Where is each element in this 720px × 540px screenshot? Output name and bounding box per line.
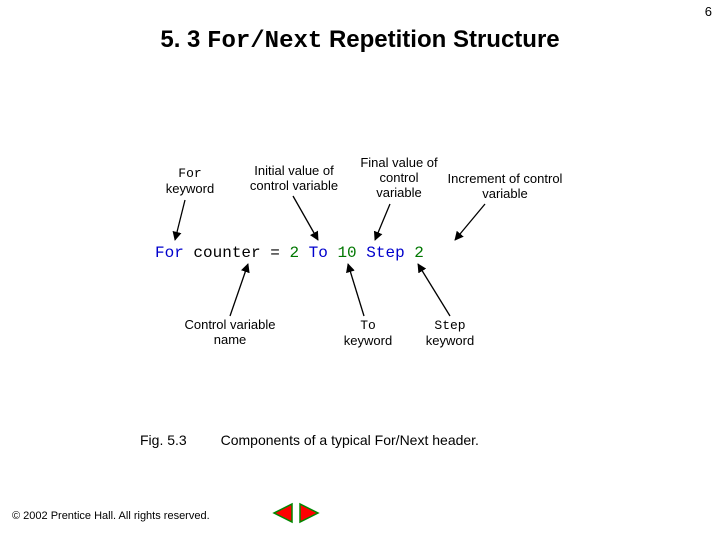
label-step-keyword-mono: Step: [434, 318, 465, 333]
label-step-keyword-text: keyword: [426, 333, 474, 348]
page-title: 5. 3 For/Next Repetition Structure: [0, 26, 720, 55]
code-line: For counter = 2 To 10 Step 2: [155, 244, 424, 262]
label-final-value: Final value of control variable: [354, 156, 444, 201]
code-n2: 2: [289, 244, 299, 262]
label-initial-value-l2: control variable: [250, 178, 338, 193]
code-for-kw: For: [155, 244, 184, 262]
figure-caption: Fig. 5.3 Components of a typical For/Nex…: [140, 432, 479, 448]
code-n2b: 2: [414, 244, 424, 262]
triangle-right-icon: [298, 502, 322, 524]
annotation-arrows: [0, 0, 720, 540]
label-for-keyword-mono: For: [178, 166, 201, 181]
code-n10: 10: [337, 244, 356, 262]
label-final-value-l3: variable: [376, 185, 422, 200]
label-for-keyword-text: keyword: [166, 181, 214, 196]
nav-prev-button[interactable]: [270, 502, 294, 529]
title-prefix: 5. 3: [160, 26, 207, 53]
label-increment: Increment of control variable: [440, 172, 570, 202]
title-mono: For/Next: [207, 28, 322, 55]
code-to-kw: To: [299, 244, 337, 262]
label-initial-value-l1: Initial value of: [254, 163, 334, 178]
code-counter: counter =: [184, 244, 290, 262]
label-initial-value: Initial value of control variable: [244, 164, 344, 194]
copyright-text: © 2002 Prentice Hall. All rights reserve…: [12, 510, 210, 522]
copyright: © 2002 Prentice Hall. All rights reserve…: [12, 510, 210, 522]
label-final-value-l1: Final value of: [360, 155, 437, 170]
page-number: 6: [705, 4, 712, 19]
label-control-variable: Control variable name: [175, 318, 285, 348]
label-control-variable-l1: Control variable: [184, 317, 275, 332]
code-step-kw: Step: [357, 244, 415, 262]
label-to-keyword: To keyword: [338, 318, 398, 349]
nav-next-button[interactable]: [298, 502, 322, 529]
label-increment-l1: Increment of control: [448, 171, 563, 186]
title-suffix: Repetition Structure: [322, 26, 559, 53]
label-to-keyword-mono: To: [360, 318, 376, 333]
figure-number: Fig. 5.3: [140, 432, 187, 448]
label-control-variable-l2: name: [214, 332, 247, 347]
label-to-keyword-text: keyword: [344, 333, 392, 348]
figure-caption-text: Components of a typical For/Next header.: [221, 432, 479, 448]
triangle-left-icon: [270, 502, 294, 524]
label-step-keyword: Step keyword: [420, 318, 480, 349]
label-for-keyword: For keyword: [160, 166, 220, 197]
label-increment-l2: variable: [482, 186, 528, 201]
label-final-value-l2: control: [379, 170, 418, 185]
